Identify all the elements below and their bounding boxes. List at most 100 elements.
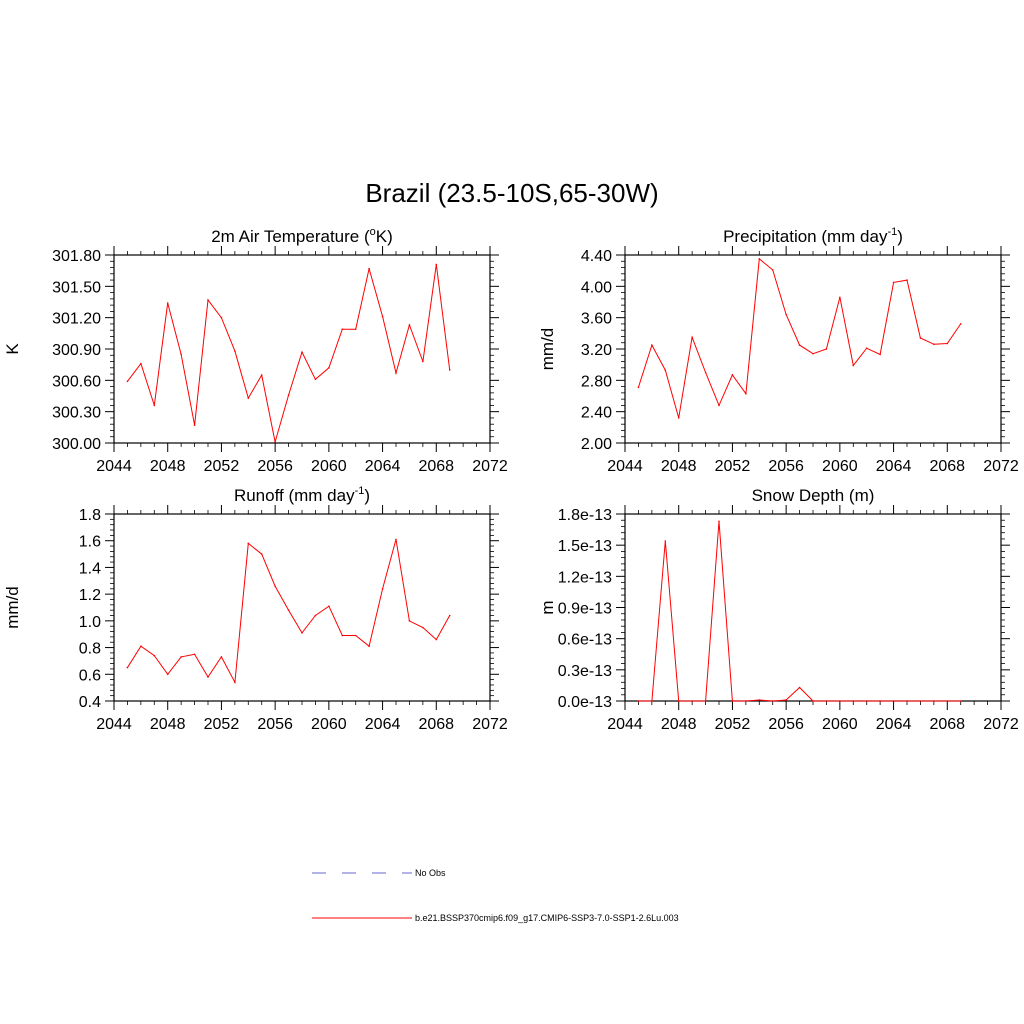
precipitation-x-tick-label: 2048: [661, 458, 697, 475]
runoff-data-point: [301, 632, 303, 634]
snow-depth-data-point: [718, 520, 720, 523]
precipitation-series-line: [637, 257, 962, 419]
precipitation-data-point: [731, 374, 734, 376]
temperature-data-point: [368, 267, 370, 270]
snow-depth-x-tick-label: 2068: [929, 716, 965, 733]
precipitation-data-point: [812, 352, 814, 355]
runoff-data-point: [274, 585, 276, 587]
precipitation-x-tick-label: 2060: [822, 458, 858, 475]
runoff-data-point: [395, 538, 397, 541]
precipitation-x-tick-label: 2072: [983, 458, 1019, 475]
snow-depth-data-point: [704, 700, 707, 702]
temperature-y-axis-label: K: [3, 343, 22, 355]
precipitation-y-tick-label: 2.40: [581, 405, 612, 422]
snow-depth-x-tick-label: 2060: [822, 716, 858, 733]
runoff-panel-title-main: Runoff (mm day: [234, 486, 355, 505]
snow-depth-data-point: [637, 700, 640, 702]
temperature-data-point: [422, 360, 424, 363]
runoff-data-point: [435, 638, 438, 641]
precipitation-data-point: [892, 281, 895, 284]
snow-depth-y-tick-label: 1.5e-13: [558, 538, 612, 555]
temperature-data-point: [193, 424, 196, 427]
precipitation-panel-title-end: ): [897, 227, 903, 246]
snow-depth-data-point: [852, 700, 855, 702]
temperature-x-tick-label: 2044: [96, 458, 132, 475]
temperature-y-tick-label: 300.30: [52, 405, 101, 422]
temperature-data-point: [354, 328, 357, 330]
panel-precipitation: 2044 2048 2052 2056 2060 2064 2068 2072 2.00 2.40…: [538, 226, 1019, 475]
snow-depth-x-tick-label: 2072: [983, 716, 1019, 733]
temperature-data-point: [166, 302, 169, 304]
temperature-data-point: [301, 351, 303, 353]
snow-depth-plot-frame: [624, 513, 1002, 702]
snow-depth-x-tick-label: 2044: [607, 716, 643, 733]
runoff-data-point: [220, 656, 223, 658]
precipitation-data-point: [906, 279, 908, 281]
snow-depth-data-point: [677, 700, 680, 702]
temperature-data-point: [234, 350, 236, 352]
snow-depth-data-point: [785, 699, 787, 701]
snow-depth-data-point: [798, 686, 801, 689]
temperature-x-tick-label: 2060: [311, 458, 347, 475]
snow-depth-y-tick-label: 0.9e-13: [558, 601, 612, 618]
runoff-x-tick-label: 2052: [204, 716, 240, 733]
temperature-x-tick-label: 2056: [257, 458, 293, 475]
snow-depth-x-tick-label: 2052: [715, 716, 751, 733]
runoff-y-tick-label: 1.2: [79, 587, 101, 604]
precipitation-data-point: [879, 353, 881, 356]
runoff-data-point: [126, 666, 129, 669]
runoff-data-point: [234, 681, 236, 684]
panel-snow-depth: 2044 2048 2052 2056 2060 2064 2068 2072 0.0e-13 0…: [538, 486, 1019, 733]
snow-depth-data-point: [959, 700, 962, 702]
runoff-data-point: [260, 553, 263, 555]
precipitation-y-tick-label: 4.00: [581, 279, 612, 296]
runoff-x-tick-label: 2068: [418, 716, 454, 733]
temperature-data-point: [247, 397, 250, 399]
panels: 2044 2048 2052 2056 2060 2064 2068 2072 300.00 30…: [3, 226, 1019, 733]
temperature-x-tick-label: 2064: [365, 458, 401, 475]
runoff-data-point: [287, 609, 290, 611]
snow-depth-data-point: [691, 700, 693, 702]
snow-depth-y-tick-label: 0.3e-13: [558, 663, 612, 680]
snow-depth-data-point: [919, 700, 922, 702]
temperature-data-point: [207, 299, 209, 301]
temperature-data-point: [448, 369, 451, 371]
temperature-data-point: [153, 404, 156, 407]
precipitation-data-point: [704, 371, 707, 374]
precipitation-data-point: [771, 269, 774, 271]
runoff-y-axis-label: mm/d: [3, 586, 22, 629]
precipitation-data-point: [691, 336, 693, 339]
precipitation-data-point: [825, 348, 828, 350]
precipitation-x-tick-label: 2044: [607, 458, 643, 475]
runoff-panel-title: Runoff (mm day-1): [234, 485, 370, 505]
runoff-data-point: [448, 614, 451, 617]
temperature-data-point: [260, 374, 263, 376]
temperature-data-point: [395, 372, 397, 374]
runoff-data-point: [247, 542, 250, 545]
temperature-data-point: [274, 441, 276, 443]
precipitation-data-point: [933, 343, 935, 346]
temperature-data-point: [328, 367, 330, 369]
runoff-data-point: [166, 673, 169, 676]
legend-model-label: b.e21.BSSP370cmip6.f09_g17.CMIP6-SSP3-7.…: [415, 913, 679, 923]
runoff-data-point: [180, 656, 182, 658]
temperature-data-point: [381, 315, 384, 318]
runoff-y-tick-label: 1.0: [79, 614, 101, 631]
precipitation-x-tick-label: 2068: [929, 458, 965, 475]
precipitation-data-point: [839, 296, 841, 299]
temperature-y-tick-label: 300.90: [52, 342, 101, 359]
snow-depth-data-point: [879, 700, 881, 702]
panel-temperature: 2044 2048 2052 2056 2060 2064 2068 2072 300.00 30…: [3, 226, 508, 475]
runoff-y-tick-label: 1.8: [79, 507, 101, 524]
temperature-panel-title-end: K): [376, 227, 393, 246]
runoff-data-point: [193, 653, 196, 656]
precipitation-y-tick-label: 2.00: [581, 436, 612, 453]
snow-depth-data-point: [771, 700, 774, 702]
precipitation-data-point: [677, 417, 680, 419]
runoff-data-point: [328, 605, 330, 607]
runoff-x-tick-label: 2064: [365, 716, 401, 733]
temperature-x-tick-label: 2048: [150, 458, 186, 475]
snow-depth-data-point: [812, 700, 814, 702]
snow-depth-data-point: [946, 700, 949, 702]
precipitation-data-point: [919, 337, 922, 339]
